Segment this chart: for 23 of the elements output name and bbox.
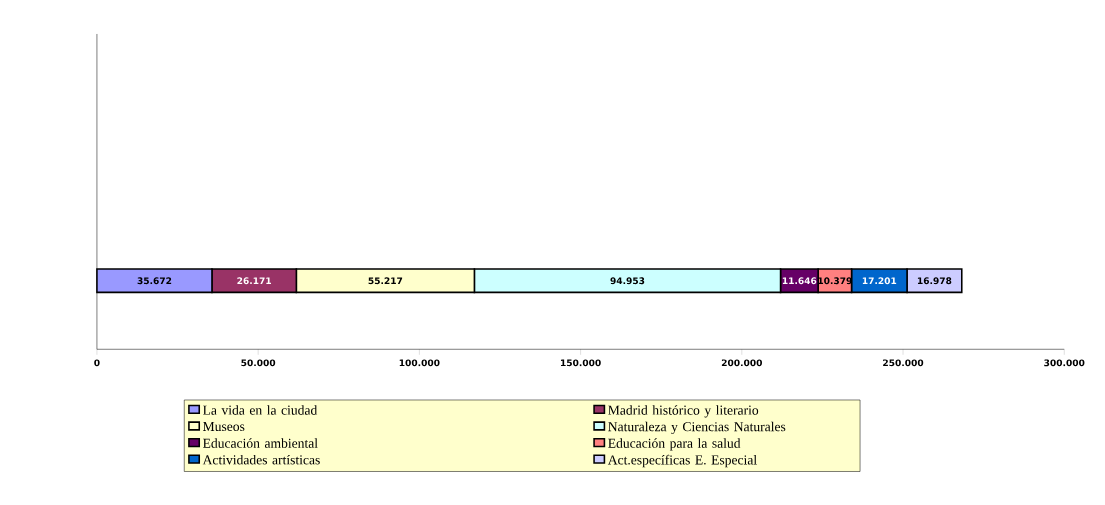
- legend-label: Educación para la salud: [608, 438, 741, 451]
- data-label: 17.201: [862, 277, 897, 284]
- x-tick-label: 150.000: [560, 359, 601, 366]
- data-label: 35.672: [137, 277, 172, 284]
- legend-label: La vida en la ciudad: [203, 404, 318, 415]
- data-label: 55.217: [368, 277, 403, 284]
- legend-label: Educación ambiental: [203, 438, 318, 448]
- legend-label: Museos: [203, 421, 245, 431]
- x-tick-label: 50.000: [241, 359, 276, 366]
- data-label: 16.978: [917, 277, 952, 284]
- legend-label: Naturaleza y Ciencias Naturales: [608, 421, 786, 434]
- data-label: 10.379: [818, 277, 852, 284]
- x-tick-label: 300.000: [1044, 359, 1085, 366]
- x-tick-label: 100.000: [399, 359, 440, 366]
- x-tick-label: 250.000: [883, 359, 924, 366]
- data-label: 11.646: [782, 277, 817, 284]
- data-label: 94.953: [610, 277, 645, 284]
- x-tick-label: 0: [94, 359, 100, 366]
- x-tick-label: 200.000: [721, 359, 763, 366]
- legend-label: Act.específicas E. Especial: [607, 454, 757, 468]
- legend-label: Actividades artísticas: [202, 454, 320, 465]
- legend-label: Madrid histórico y literario: [608, 404, 759, 418]
- data-label: 26.171: [237, 277, 272, 284]
